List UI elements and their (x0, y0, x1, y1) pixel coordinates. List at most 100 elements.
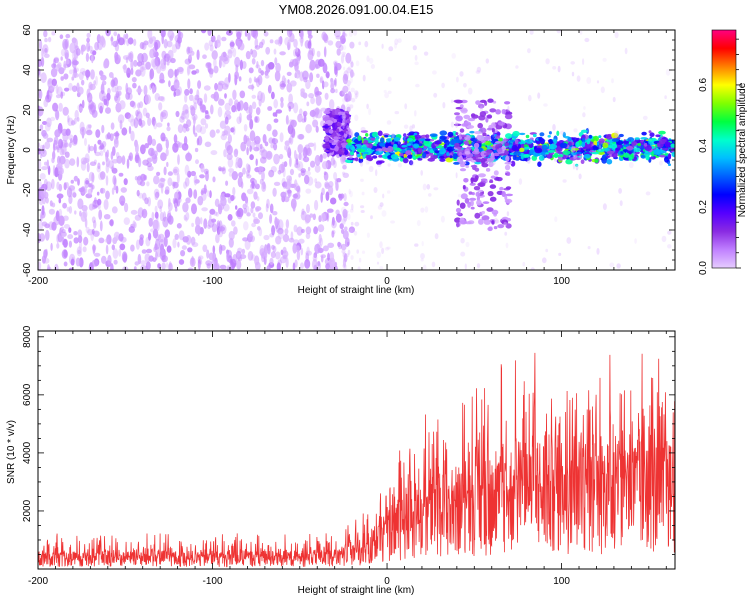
heatmap-cell (474, 167, 480, 172)
heatmap-cell (266, 265, 271, 270)
heatmap-cell (79, 106, 83, 112)
heatmap-cell (72, 72, 79, 78)
heatmap-cell (634, 238, 637, 244)
heatmap-cell (612, 96, 616, 103)
heatmap-cell (489, 180, 494, 183)
heatmap-cell (91, 259, 99, 267)
heatmap-cell (465, 157, 474, 161)
heatmap-cell (415, 83, 420, 88)
heatmap-cell (227, 134, 232, 144)
heatmap-cell (130, 209, 138, 215)
heatmap-cell (310, 160, 316, 168)
heatmap-cell (103, 98, 108, 106)
heatmap-cell (75, 257, 81, 267)
heatmap-cell (310, 97, 315, 105)
heatmap-cell (167, 122, 170, 127)
heatmap-cell (190, 170, 196, 177)
heatmap-cell (69, 42, 76, 54)
heatmap-cell (230, 127, 235, 133)
heatmap-cell (528, 94, 532, 102)
heatmap-cell (450, 121, 454, 128)
heatmap-cell (132, 82, 137, 89)
heatmap-cell (60, 91, 63, 99)
heatmap-cell (40, 72, 47, 84)
heatmap-cell (460, 251, 466, 257)
heatmap-cell (245, 50, 251, 60)
heatmap-cell (547, 150, 556, 153)
heatmap-cell (38, 220, 43, 231)
heatmap-cell (139, 42, 145, 50)
heatmap-cell (120, 187, 128, 193)
heatmap-cell (154, 243, 158, 251)
heatmap-cell (360, 126, 366, 132)
heatmap-cell (417, 147, 423, 154)
heatmap-cell (257, 226, 261, 231)
heatmap-cell (333, 172, 338, 180)
heatmap-cell (227, 157, 234, 168)
heatmap-cell (111, 206, 118, 214)
heatmap-cell (90, 69, 95, 80)
heatmap-cell (420, 207, 425, 213)
heatmap-cell (185, 197, 191, 204)
heatmap-cell (299, 108, 303, 116)
heatmap-cell (340, 243, 347, 251)
heatmap-cell (388, 46, 394, 52)
heatmap-cell (156, 65, 162, 74)
heatmap-cell (69, 158, 76, 166)
heatmap-cell (229, 41, 235, 47)
heatmap-cell (600, 86, 605, 94)
heatmap-cell (274, 218, 280, 226)
heatmap-cell (538, 155, 545, 161)
heatmap-cell (85, 180, 89, 185)
heatmap-cell (231, 171, 238, 181)
heatmap-cell (537, 161, 542, 167)
heatmap-cell (91, 216, 96, 224)
heatmap-cell (366, 55, 370, 62)
heatmap-cell (57, 62, 62, 69)
heatmap-cell (224, 110, 231, 116)
heatmap-cell (279, 256, 287, 264)
heatmap-cell (467, 87, 473, 95)
heatmap-cell (292, 243, 298, 254)
heatmap-cell (420, 155, 423, 160)
heatmap-cell (236, 259, 242, 270)
heatmap-cell (197, 225, 201, 236)
heatmap-cell (46, 159, 49, 169)
heatmap-cell (160, 30, 166, 38)
heatmap-cell (247, 251, 254, 261)
heatmap-cell (58, 208, 63, 217)
heatmap-cell (593, 145, 597, 151)
heatmap-cell (223, 130, 229, 136)
heatmap-cell (579, 30, 583, 35)
heatmap-cell (113, 132, 120, 137)
heatmap-cell (380, 137, 385, 143)
heatmap-cell (329, 99, 335, 110)
heatmap-cell (333, 136, 339, 140)
heatmap-cell (167, 215, 174, 225)
heatmap-cell (112, 237, 118, 245)
heatmap-cell (320, 254, 327, 259)
heatmap-cell (344, 226, 348, 231)
heatmap-cell (64, 151, 70, 158)
heatmap-cell (475, 70, 481, 74)
heatmap-cell (519, 132, 526, 136)
heatmap-cell (266, 123, 272, 132)
heatmap-cell (177, 124, 184, 134)
heatmap-cell (62, 202, 67, 209)
heatmap-cell (94, 151, 101, 157)
heatmap-cell (188, 94, 194, 102)
heatmap-cell (87, 188, 93, 196)
heatmap-cell (58, 102, 63, 112)
heatmap-cell (354, 114, 359, 122)
tick-label: 0 (22, 147, 33, 153)
heatmap-cell (76, 156, 80, 168)
heatmap-cell (264, 70, 269, 76)
heatmap-cell (236, 31, 242, 40)
heatmap-cell (542, 257, 547, 264)
heatmap-cell (411, 124, 415, 129)
heatmap-cell (492, 131, 496, 138)
heatmap-cell (88, 81, 93, 91)
heatmap-cell (218, 58, 222, 69)
heatmap-cell (344, 149, 349, 156)
